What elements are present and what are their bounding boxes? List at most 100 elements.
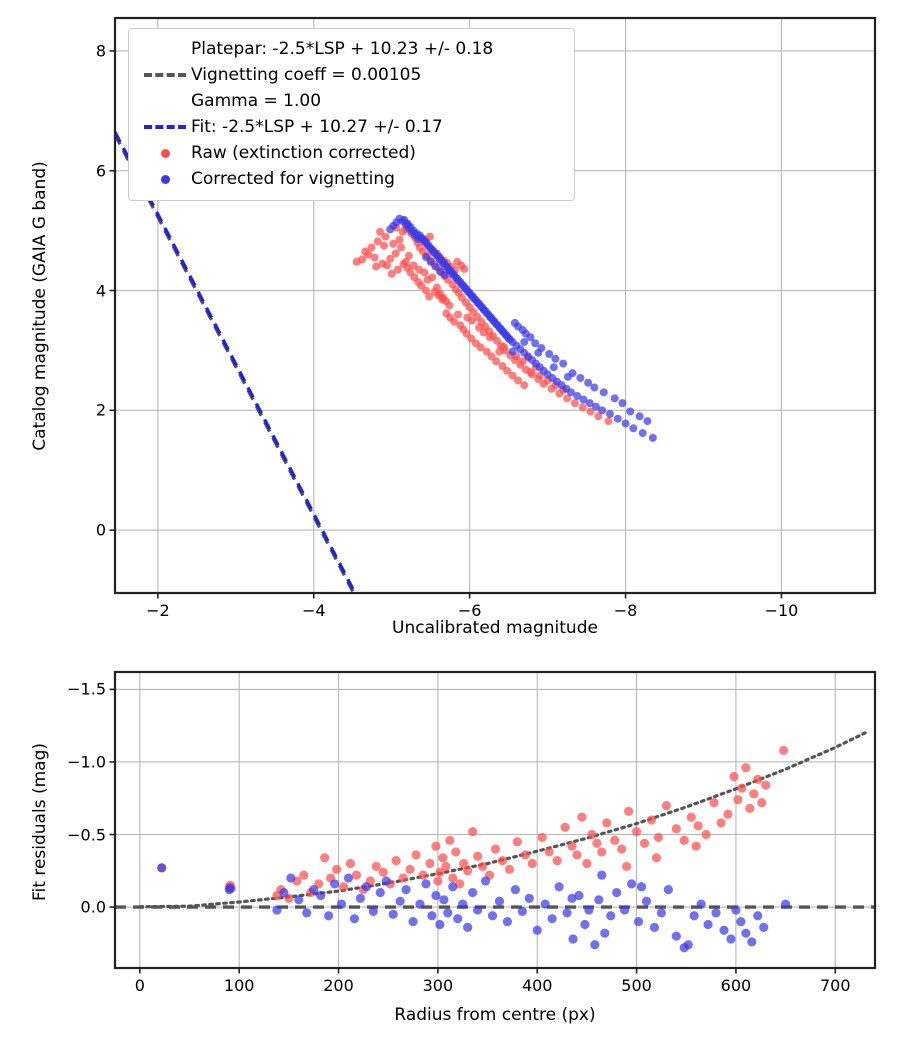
data-point [368, 906, 378, 917]
data-point [736, 916, 746, 927]
data-point [381, 232, 390, 241]
legend-key-empty [139, 88, 191, 114]
data-point [606, 911, 616, 921]
data-point [594, 412, 603, 421]
data-point [389, 239, 398, 248]
tick-label-y: 4 [95, 281, 106, 301]
data-point [527, 858, 537, 869]
data-point [425, 292, 434, 301]
tick-label-y: 6 [95, 161, 106, 181]
data-point [617, 844, 627, 854]
data-point [618, 399, 627, 408]
data-point [375, 887, 385, 898]
axes-frame [113, 16, 877, 595]
data-point [653, 832, 664, 843]
data-point [602, 818, 612, 828]
data-point [639, 838, 650, 848]
line-fit [115, 131, 357, 593]
data-point [503, 366, 512, 375]
series-corrected [386, 214, 657, 442]
legend-dash-gray-icon [144, 73, 186, 77]
data-point [468, 316, 477, 325]
bottom-xaxis-label: Radius from centre (px) [394, 1005, 596, 1025]
tick-label-x: 100 [223, 976, 255, 995]
data-point [671, 824, 681, 834]
data-point [526, 367, 535, 376]
data-point [671, 931, 681, 941]
data-point [343, 873, 354, 883]
legend-label: Raw (extinction corrected) [191, 143, 416, 163]
data-point [440, 270, 449, 279]
tick-label-x: 500 [621, 976, 652, 995]
data-point [631, 827, 642, 837]
data-point [286, 873, 296, 883]
legend-key-empty [139, 36, 191, 62]
tick-label-y: −1.5 [67, 679, 106, 699]
data-point [574, 890, 584, 901]
axes-frame [113, 670, 877, 970]
data-point [479, 328, 488, 337]
data-point [506, 335, 515, 344]
data-point [656, 908, 667, 918]
data-point [636, 882, 647, 892]
legend-entry: Raw (extinction corrected) [139, 140, 564, 166]
data-point [643, 417, 652, 426]
data-point [592, 838, 602, 848]
data-point [352, 257, 361, 266]
data-point [600, 928, 610, 938]
data-point [387, 269, 396, 278]
data-point [638, 429, 647, 438]
data-point [508, 371, 517, 380]
data-point [485, 333, 494, 342]
data-point [367, 243, 376, 252]
data-point [399, 260, 408, 269]
tick-label-x: 700 [819, 976, 851, 995]
legend-entry: Fit: -2.5*LSP + 10.27 +/- 0.17 [139, 114, 564, 140]
data-point [395, 896, 405, 906]
tick-label-y: 0 [95, 520, 106, 540]
tick-label-x: 600 [720, 976, 752, 995]
data-point [551, 354, 560, 363]
data-point [409, 261, 418, 270]
data-point [747, 937, 757, 947]
data-point [438, 853, 448, 863]
series-raw [157, 745, 789, 903]
data-point [378, 259, 387, 268]
data-point [497, 856, 508, 866]
data-point [570, 399, 579, 408]
data-point [579, 395, 588, 404]
data-point [703, 919, 713, 930]
data-point [547, 914, 557, 924]
data-point [398, 227, 407, 236]
data-point [473, 851, 483, 861]
data-point [649, 922, 660, 932]
data-point [480, 876, 491, 886]
legend: Platepar: -2.5*LSP + 10.23 +/- 0.18 Vigne… [128, 28, 575, 201]
legend-dot-red-icon [160, 148, 170, 158]
data-layer [115, 131, 657, 593]
tick-label-y: −0.5 [67, 825, 106, 844]
data-point [272, 905, 282, 915]
data-point [345, 858, 356, 869]
data-point [753, 774, 763, 784]
data-point [568, 934, 578, 944]
data-point [405, 864, 415, 874]
data-point [513, 376, 522, 385]
data-point [388, 909, 398, 919]
data-point [586, 407, 595, 416]
data-point [531, 339, 540, 348]
data-point [585, 399, 594, 408]
data-point [624, 806, 634, 816]
data-point [393, 265, 402, 274]
data-point [420, 268, 429, 277]
data-point [604, 417, 613, 426]
data-point [577, 812, 587, 822]
data-point [567, 893, 577, 903]
data-point [578, 403, 587, 412]
data-point [460, 264, 469, 273]
data-point [573, 391, 582, 400]
data-point [584, 905, 594, 915]
data-point [753, 911, 763, 921]
data-point [723, 809, 733, 819]
